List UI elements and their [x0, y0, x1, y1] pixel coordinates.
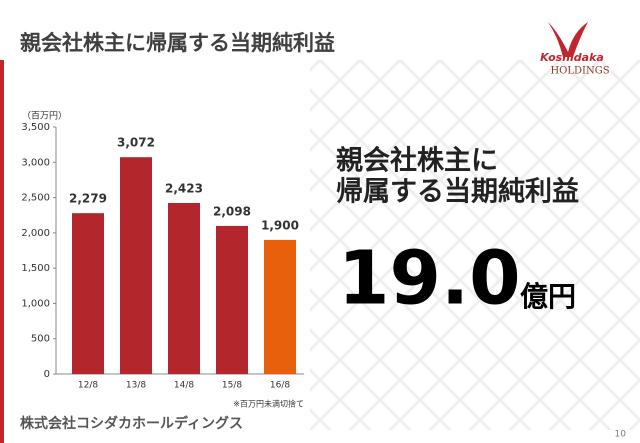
headline-unit: 億円 [520, 280, 576, 313]
chart-note: ※百万円未満切捨て [233, 399, 304, 409]
logo-mark [548, 22, 588, 57]
value-label: 2,279 [69, 192, 107, 206]
value-label: 1,900 [261, 218, 299, 232]
bar [168, 203, 200, 374]
x-tick-label: 14/8 [174, 381, 194, 391]
y-tick-label: 1,500 [21, 263, 50, 274]
value-label: 2,098 [213, 204, 251, 218]
bar [120, 157, 152, 374]
headline-line: 親会社株主に [336, 145, 498, 177]
logo-sub: HOLDINGS [550, 66, 609, 77]
y-tick-label: 2,500 [21, 193, 50, 204]
x-tick-label: 15/8 [222, 381, 242, 391]
value-label: 2,423 [165, 182, 203, 196]
logo-name: Koshidaka [540, 51, 604, 64]
page-number: 10 [615, 430, 627, 440]
background-pattern [310, 60, 640, 430]
y-tick-label: 500 [31, 334, 50, 345]
bar [72, 213, 104, 374]
y-tick-label: 0 [44, 369, 50, 380]
value-label: 3,072 [117, 136, 155, 150]
slide-title: 親会社株主に帰属する当期純利益 [20, 31, 335, 55]
bar [216, 225, 248, 374]
y-tick-label: 3,500 [21, 122, 50, 133]
unit-label: （百万円） [22, 111, 67, 122]
side-bar [0, 60, 4, 443]
x-tick-label: 16/8 [270, 381, 290, 391]
headline-value: 19.0 [338, 236, 521, 322]
headline-line: 帰属する当期純利益 [336, 176, 579, 208]
x-tick-label: 12/8 [78, 381, 98, 391]
x-tick-label: 13/8 [126, 381, 146, 391]
bar [264, 239, 296, 374]
y-tick-label: 3,000 [21, 157, 50, 168]
logo: Koshidaka HOLDINGS [540, 22, 610, 77]
y-tick-label: 1,000 [21, 298, 50, 309]
y-tick-label: 2,000 [21, 228, 50, 239]
footer-company: 株式会社コシダカホールディングス [20, 415, 243, 432]
